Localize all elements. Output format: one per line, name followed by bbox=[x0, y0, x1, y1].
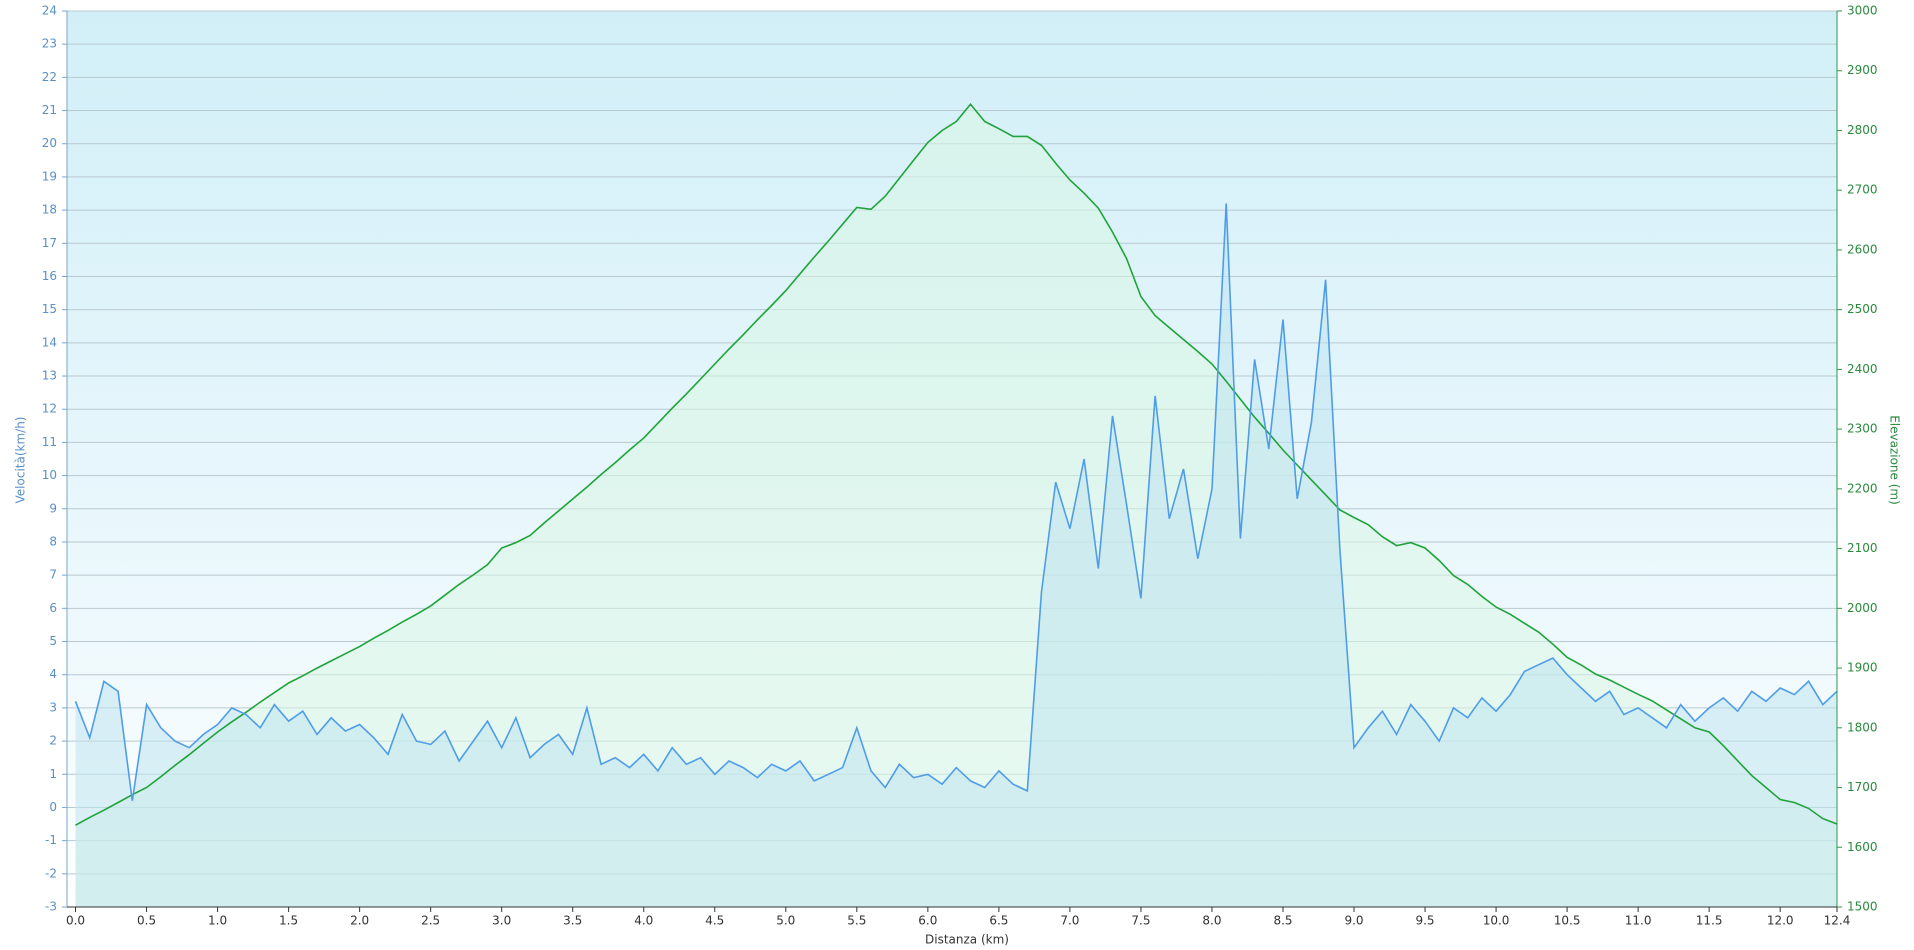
y-tick-label: 9 bbox=[49, 501, 57, 515]
x-tick-label: 12.4 bbox=[1824, 914, 1851, 928]
x-tick-label: 7.0 bbox=[1060, 914, 1079, 928]
x-tick-label: 9.5 bbox=[1415, 914, 1434, 928]
x-tick-label: 11.0 bbox=[1625, 914, 1652, 928]
x-tick-label: 12.0 bbox=[1767, 914, 1794, 928]
x-tick-label: 6.5 bbox=[989, 914, 1008, 928]
y2-tick-label: 1900 bbox=[1847, 661, 1878, 675]
y-tick-label: 2 bbox=[49, 734, 57, 748]
x-tick-label: 10.5 bbox=[1554, 914, 1581, 928]
y-tick-label: 22 bbox=[42, 70, 57, 84]
x-tick-label: 8.5 bbox=[1273, 914, 1292, 928]
y2-tick-label: 1700 bbox=[1847, 780, 1878, 794]
x-tick-label: 3.5 bbox=[563, 914, 582, 928]
y-tick-label: 1 bbox=[49, 767, 57, 781]
series-line bbox=[74, 203, 1838, 801]
x-tick-label: 2.0 bbox=[350, 914, 369, 928]
y2-tick-label: 2600 bbox=[1847, 242, 1878, 256]
y-tick-label: 17 bbox=[42, 236, 57, 250]
y2-tick-label: 2700 bbox=[1847, 183, 1878, 197]
y2-tick-label: 2200 bbox=[1847, 481, 1878, 495]
y-tick-label: 11 bbox=[42, 435, 57, 449]
x-tick-label: 6.0 bbox=[918, 914, 937, 928]
y2-tick-label: 2000 bbox=[1847, 601, 1878, 615]
y2-tick-label: 2300 bbox=[1847, 422, 1878, 436]
y-axis-title: Velocità(km/h) bbox=[14, 417, 28, 504]
y-tick-label: 20 bbox=[42, 136, 57, 150]
y-tick-label: 15 bbox=[42, 302, 57, 316]
y2-tick-label: 3000 bbox=[1847, 4, 1878, 18]
y-tick-label: -2 bbox=[45, 866, 57, 880]
y-tick-label: 21 bbox=[42, 103, 57, 117]
x-tick-label: 11.5 bbox=[1696, 914, 1723, 928]
y-tick-label: 23 bbox=[42, 37, 57, 51]
y-tick-label: 6 bbox=[49, 601, 57, 615]
x-tick-label: 4.0 bbox=[634, 914, 653, 928]
x-tick-label: 1.5 bbox=[279, 914, 298, 928]
y-tick-label: 18 bbox=[42, 203, 57, 217]
x-tick-label: 7.5 bbox=[1131, 914, 1150, 928]
x-tick-label: 5.0 bbox=[776, 914, 795, 928]
y2-tick-label: 1500 bbox=[1847, 900, 1878, 914]
y-tick-label: 5 bbox=[49, 634, 57, 648]
x-tick-label: 1.0 bbox=[208, 914, 227, 928]
area-fill bbox=[75, 203, 1837, 907]
y-tick-label: 12 bbox=[42, 402, 57, 416]
y2-tick-label: 1600 bbox=[1847, 840, 1878, 854]
x-tick-label: 0.0 bbox=[66, 914, 85, 928]
x-tick-label: 9.0 bbox=[1344, 914, 1363, 928]
y-tick-label: 3 bbox=[49, 700, 57, 714]
y-tick-label: 16 bbox=[42, 269, 57, 283]
x-tick-label: 3.0 bbox=[492, 914, 511, 928]
y-tick-label: 10 bbox=[42, 468, 57, 482]
x-axis-title: Distanza (km) bbox=[925, 933, 1009, 947]
y2-tick-label: 2500 bbox=[1847, 302, 1878, 316]
y-tick-label: -3 bbox=[45, 900, 57, 914]
y-tick-label: 7 bbox=[49, 568, 57, 582]
y2-tick-label: 2100 bbox=[1847, 541, 1878, 555]
series-line bbox=[75, 102, 1838, 826]
axes: -3-2-10123456789101112131415161718192021… bbox=[42, 4, 1878, 928]
area-fill bbox=[75, 104, 1837, 907]
x-tick-label: 0.5 bbox=[137, 914, 156, 928]
y-tick-label: 13 bbox=[42, 369, 57, 383]
y2-axis-title: Elevazione (m) bbox=[1888, 415, 1902, 505]
x-tick-label: 5.5 bbox=[847, 914, 866, 928]
x-tick-label: 10.0 bbox=[1483, 914, 1510, 928]
y2-tick-label: 2800 bbox=[1847, 123, 1878, 137]
y-tick-label: 19 bbox=[42, 169, 57, 183]
y-tick-label: 24 bbox=[42, 4, 57, 18]
y-tick-label: 0 bbox=[49, 800, 57, 814]
areas bbox=[75, 104, 1837, 907]
y2-tick-label: 2400 bbox=[1847, 362, 1878, 376]
y-tick-label: 4 bbox=[49, 667, 57, 681]
lines bbox=[74, 102, 1838, 826]
y2-tick-label: 2900 bbox=[1847, 63, 1878, 77]
y-tick-label: 14 bbox=[42, 335, 57, 349]
y-tick-label: 8 bbox=[49, 534, 57, 548]
y2-tick-label: 1800 bbox=[1847, 720, 1878, 734]
y-tick-label: -1 bbox=[45, 833, 57, 847]
x-tick-label: 4.5 bbox=[705, 914, 724, 928]
x-tick-label: 8.0 bbox=[1202, 914, 1221, 928]
x-tick-label: 2.5 bbox=[421, 914, 440, 928]
